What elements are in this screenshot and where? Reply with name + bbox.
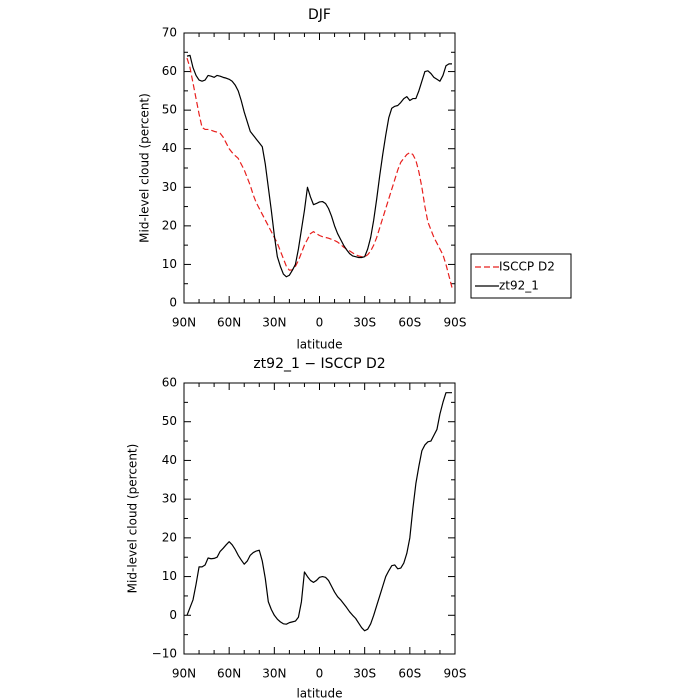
chart1-x-tick-label: 90N <box>172 316 196 330</box>
chart2-x-tick-label: 30S <box>353 667 376 681</box>
chart1-y-tick-label: 20 <box>162 218 177 232</box>
chart1-y-tick-label: 40 <box>162 141 177 155</box>
chart2-y-tick-label: 50 <box>162 414 177 428</box>
chart2-x-tick-label: 90N <box>172 667 196 681</box>
chart2-x-axis-label: latitude <box>296 687 342 700</box>
chart1-y-tick-label: 60 <box>162 64 177 78</box>
chart2-x-tick-label: 0 <box>316 667 324 681</box>
chart1-y-tick-label: 0 <box>169 296 177 310</box>
chart1-title: DJF <box>308 7 331 23</box>
chart2-y-axis-label: Mid-level cloud (percent) <box>126 444 140 594</box>
chart1-x-tick-label: 90S <box>444 316 467 330</box>
chart1-y-tick-label: 50 <box>162 103 177 117</box>
chart1-x-tick-label: 60N <box>217 316 241 330</box>
chart1-series-line-zt92-1 <box>186 54 452 278</box>
chart1-x-tick-label: 30N <box>262 316 286 330</box>
chart2-x-tick-label: 90S <box>444 667 467 681</box>
chart1-y-tick-label: 10 <box>162 257 177 271</box>
chart1-x-tick-label: 0 <box>316 316 324 330</box>
chart2-title: zt92_1 − ISCCP D2 <box>253 356 385 372</box>
chart2-x-tick-label: 60N <box>217 667 241 681</box>
chart1-frame <box>183 32 456 304</box>
chart1-x-axis-label: latitude <box>296 338 342 352</box>
chart1-y-tick-label: 30 <box>162 180 177 194</box>
chart1-legend-label: zt92_1 <box>499 279 539 293</box>
chart1-legend-label: ISCCP D2 <box>499 260 555 274</box>
chart1-x-tick-label: 30S <box>353 316 376 330</box>
chart2-x-tick-label: 30N <box>262 667 286 681</box>
chart1-series-line-isccp-d2 <box>186 57 453 288</box>
chart2-series-line-0 <box>186 392 452 632</box>
chart1-legend-box <box>470 253 572 299</box>
chart2-y-tick-label: 60 <box>162 376 177 390</box>
chart2-x-tick-label: 60S <box>398 667 421 681</box>
chart2-y-tick-label: 10 <box>162 569 177 583</box>
chart1-y-tick-label: 70 <box>162 26 177 40</box>
chart1-y-axis-label: Mid-level cloud (percent) <box>138 93 152 243</box>
chart2-y-tick-label: 0 <box>169 608 177 622</box>
chart2-frame <box>183 382 456 655</box>
chart2-y-tick-label: 20 <box>162 530 177 544</box>
chart2-y-tick-label: 40 <box>162 453 177 467</box>
chart2-y-tick-label: 30 <box>162 492 177 506</box>
chart1-x-tick-label: 60S <box>398 316 421 330</box>
chart2-y-tick-label: −10 <box>152 647 177 661</box>
